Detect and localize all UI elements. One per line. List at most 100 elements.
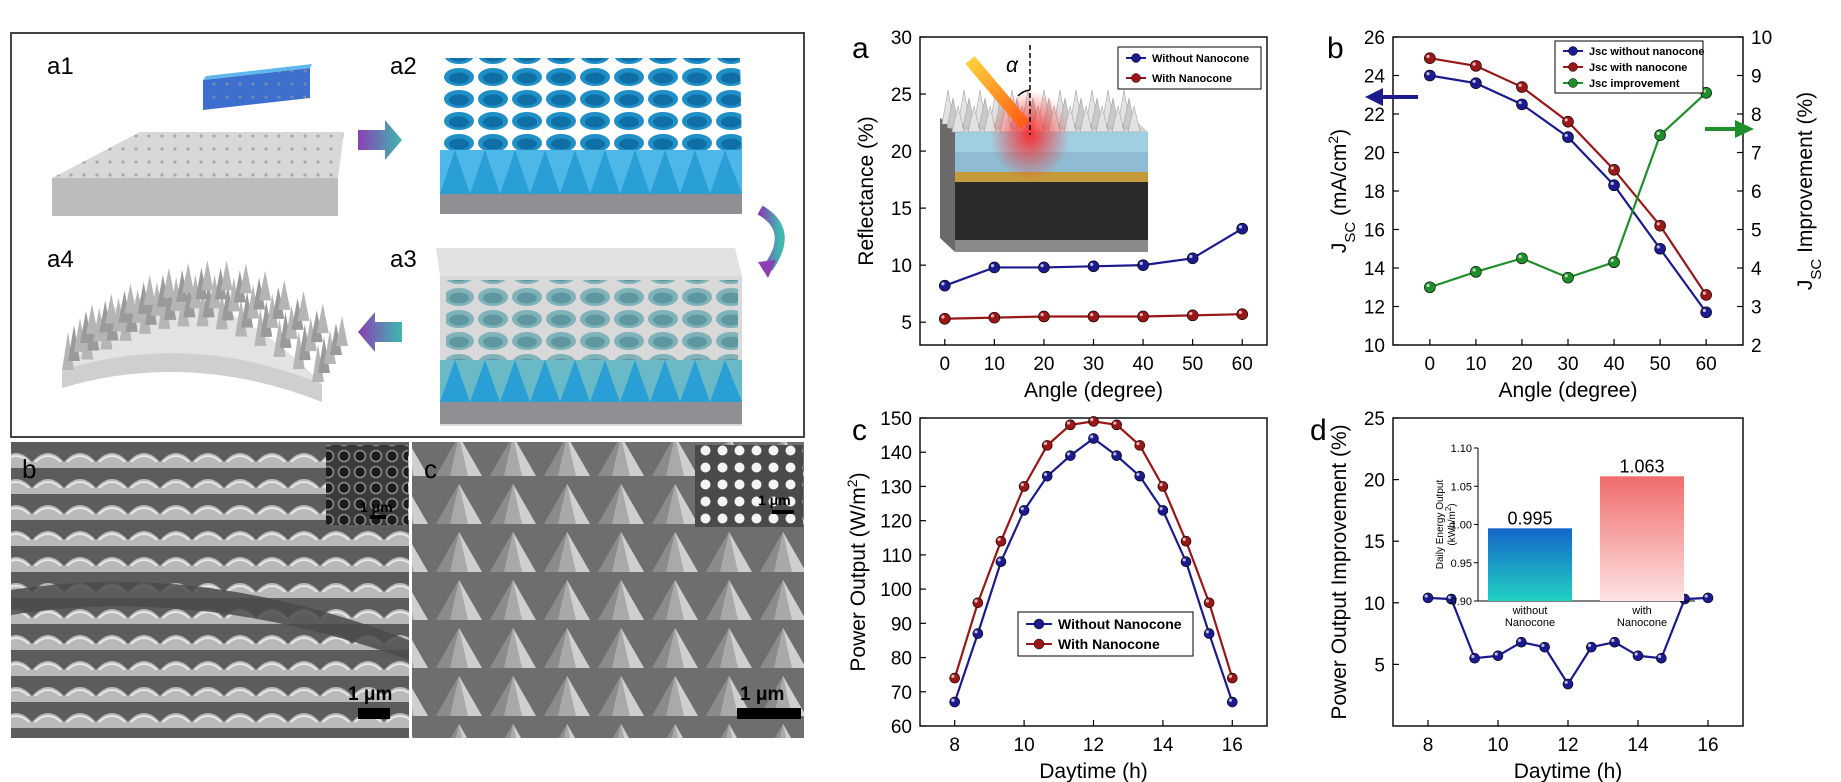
chart-c-point bbox=[1157, 505, 1169, 516]
a4-cone bbox=[285, 304, 298, 339]
inset-y-tick-label: 0.95 bbox=[1451, 558, 1472, 570]
chart-c-point bbox=[1065, 450, 1076, 461]
legend-entry: Without Nanocone bbox=[1058, 616, 1182, 632]
point-highlight bbox=[1066, 421, 1071, 425]
chart-a-point bbox=[1186, 309, 1199, 322]
a4-cone bbox=[208, 274, 221, 309]
x-tick-label: 0 bbox=[939, 354, 950, 375]
point-highlight bbox=[1159, 483, 1163, 487]
point-highlight bbox=[1587, 643, 1592, 647]
point-highlight bbox=[1424, 594, 1428, 598]
inset-category-line1: with bbox=[1631, 605, 1652, 617]
legend-entry: With Nanocone bbox=[1152, 73, 1232, 85]
point-highlight bbox=[1494, 652, 1498, 656]
inset-category-line2: Nanocone bbox=[1505, 617, 1555, 629]
a4-cone bbox=[310, 310, 323, 343]
x-tick-label: 16 bbox=[1697, 735, 1718, 756]
chart-a-panel-label: a bbox=[852, 32, 869, 65]
chart-c-point bbox=[1018, 505, 1030, 516]
x-tick-label: 50 bbox=[1650, 354, 1671, 375]
a4-cone bbox=[124, 283, 137, 314]
a4-cone bbox=[239, 263, 252, 294]
x-tick-label: 20 bbox=[1511, 354, 1532, 375]
point-highlight bbox=[1090, 262, 1094, 267]
chart-b-point bbox=[1654, 242, 1666, 255]
point-highlight bbox=[1656, 131, 1660, 135]
y-tick-label: 110 bbox=[882, 546, 912, 567]
point-highlight bbox=[1182, 558, 1186, 562]
chart-b-point bbox=[1562, 115, 1574, 128]
sem-c-scale-bar: 1 μm bbox=[740, 684, 784, 705]
point-highlight bbox=[1702, 89, 1706, 93]
y-tick-label: 20 bbox=[1364, 144, 1385, 165]
point-highlight bbox=[1205, 630, 1209, 634]
a4-cone bbox=[214, 267, 227, 300]
a4-cone bbox=[220, 260, 233, 291]
a4-cone bbox=[182, 262, 195, 293]
point-highlight bbox=[1517, 638, 1522, 643]
legend-entry: With Nanocone bbox=[1058, 636, 1160, 652]
chart-a: a α 0 10 20 30 40 50 60 5 10 15 20 25 30 Angle (degre… bbox=[852, 28, 1268, 402]
x-tick-label: 12 bbox=[1083, 735, 1104, 756]
step-label-a2: a2 bbox=[390, 53, 417, 80]
point-highlight bbox=[1043, 441, 1048, 446]
chart-c-series-line bbox=[953, 437, 1234, 703]
a4-cone bbox=[233, 270, 246, 303]
y-tick-label: 80 bbox=[891, 649, 912, 670]
point-highlight bbox=[1447, 595, 1452, 599]
y-tick-label: 10 bbox=[1364, 336, 1385, 357]
point-highlight bbox=[1113, 452, 1117, 456]
chart-c-point bbox=[1111, 419, 1122, 431]
point-highlight bbox=[1472, 62, 1476, 66]
point-highlight bbox=[1610, 258, 1614, 263]
y-tick-label: 120 bbox=[880, 512, 912, 533]
point-highlight bbox=[1702, 308, 1706, 313]
inset-bar bbox=[1600, 476, 1684, 601]
chart-c-point bbox=[1134, 440, 1146, 451]
a4-cone bbox=[143, 274, 156, 305]
point-highlight bbox=[1518, 100, 1522, 105]
chart-c-xlabel: Daytime (h) bbox=[1039, 760, 1148, 782]
x-tick-label: 10 bbox=[984, 354, 1005, 375]
inset-bar-value-label: 0.995 bbox=[1507, 508, 1552, 528]
a4-flexible-nanocone-film-illustration bbox=[62, 260, 348, 402]
chart-d-point bbox=[1539, 641, 1550, 653]
arrow-a3-a4 bbox=[358, 312, 402, 352]
inset-cone bbox=[951, 105, 965, 133]
point-highlight bbox=[974, 599, 978, 603]
chart-c-point bbox=[1088, 416, 1099, 427]
a4-cone bbox=[336, 316, 348, 346]
chart-b-point bbox=[1700, 289, 1712, 301]
x-tick-label: 12 bbox=[1557, 735, 1578, 756]
point-highlight bbox=[1139, 313, 1143, 317]
chart-b-point bbox=[1516, 252, 1528, 265]
y2-tick-label: 9 bbox=[1751, 67, 1762, 88]
chart-b-series-line bbox=[1429, 57, 1708, 296]
point-highlight bbox=[1066, 452, 1071, 456]
chart-d-point bbox=[1469, 652, 1480, 664]
y-tick-label: 70 bbox=[891, 683, 912, 704]
chart-b-point bbox=[1470, 60, 1482, 72]
chart-a-point bbox=[1137, 259, 1149, 271]
a4-cone bbox=[176, 269, 189, 302]
y-tick-label: 22 bbox=[1364, 105, 1385, 126]
a4-cone bbox=[170, 276, 183, 311]
step-label-a3: a3 bbox=[390, 246, 417, 273]
point-highlight bbox=[1426, 283, 1430, 288]
chart-d-plot: 8 10 12 14 16 5 10 15 20 25 Daytime (h) Power Outpu… bbox=[1328, 409, 1744, 782]
chart-b-point bbox=[1424, 52, 1436, 64]
sem-b-inset bbox=[326, 445, 408, 525]
chart-b-point bbox=[1516, 98, 1528, 111]
chart-d-point bbox=[1586, 641, 1597, 653]
a4-cone bbox=[316, 303, 329, 334]
a4-cone bbox=[266, 293, 279, 328]
chart-d-series-line bbox=[1427, 596, 1709, 687]
chart-b-ylabel: JSC (mA/cm2) bbox=[1325, 129, 1359, 253]
point-highlight bbox=[974, 630, 978, 634]
inset-bar-value-label: 1.063 bbox=[1619, 456, 1664, 476]
inset-bar bbox=[1488, 528, 1572, 601]
sem-c-inset bbox=[695, 445, 803, 527]
chart-c-point bbox=[1227, 672, 1238, 684]
chart-b-point bbox=[1700, 306, 1712, 319]
